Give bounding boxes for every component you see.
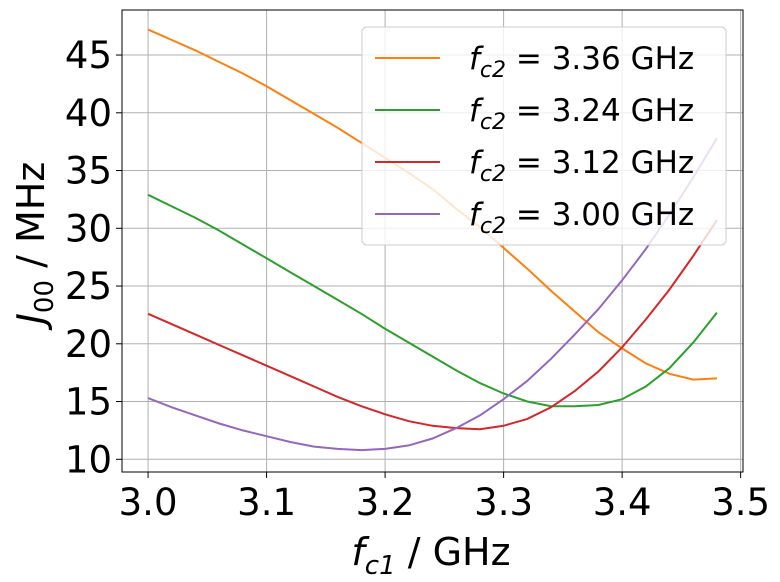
x-axis-ticks: 3.0 3.1 3.2 3.3 3.4 3.5: [119, 472, 770, 524]
x-axis-label: fc1 / GHz: [351, 530, 510, 581]
y-tick-label: 35: [65, 150, 112, 193]
y-tick-label: 40: [65, 92, 112, 135]
x-tick-label: 3.2: [356, 481, 415, 524]
y-axis-label: J00 / MHz: [9, 162, 60, 332]
legend-label: fc2 = 3.36 GHz: [469, 41, 694, 83]
legend-label: fc2 = 3.12 GHz: [469, 145, 694, 187]
y-tick-label: 30: [65, 207, 112, 250]
y-tick-label: 45: [65, 34, 112, 77]
x-tick-label: 3.0: [119, 481, 178, 524]
y-tick-label: 10: [65, 438, 112, 481]
y-tick-label: 15: [65, 381, 112, 424]
y-tick-label: 25: [65, 265, 112, 308]
series-line: [147, 193, 718, 408]
x-tick-label: 3.5: [711, 481, 770, 524]
y-axis-ticks: 10 15 20 25 30 35 40 45: [65, 34, 122, 481]
plot-frame: [121, 9, 744, 473]
x-tick-label: 3.4: [593, 481, 652, 524]
x-tick-label: 3.1: [237, 481, 296, 524]
x-tick-label: 3.3: [474, 481, 533, 524]
series-line: [147, 137, 718, 452]
series-line: [147, 219, 718, 431]
y-tick-label: 20: [65, 323, 112, 366]
legend-box: [361, 26, 727, 246]
